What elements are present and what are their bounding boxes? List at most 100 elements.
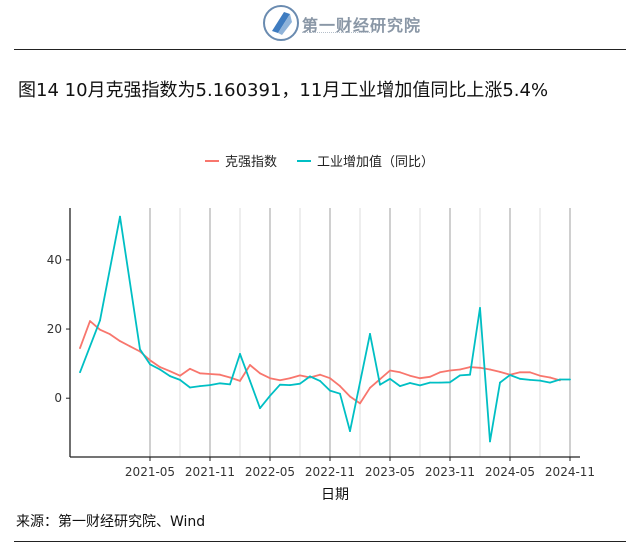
gridlines	[149, 208, 571, 457]
y-tick-label: 20	[47, 322, 62, 336]
series-2-point	[429, 381, 431, 384]
series-1-point	[159, 366, 161, 368]
series-2-point	[279, 383, 281, 386]
series-1-point	[539, 374, 541, 377]
legend-label-1: 克强指数	[225, 155, 277, 170]
series-2-point	[99, 319, 101, 322]
series-layer	[79, 215, 571, 443]
series-2-point	[419, 384, 421, 387]
series-2-point	[229, 383, 231, 386]
series-1-point	[489, 368, 491, 371]
series-2-point	[519, 377, 521, 380]
series-2-point	[329, 389, 331, 392]
y-tick-label: 40	[47, 253, 62, 267]
series-2-point	[119, 215, 121, 218]
series-1-point	[89, 320, 91, 322]
series-1-point	[329, 377, 331, 380]
series-1-point	[399, 371, 401, 374]
series-2-point	[299, 382, 301, 385]
series-1-point	[499, 371, 501, 373]
series-1-point	[99, 328, 101, 331]
y-tick-label: 0	[54, 391, 62, 405]
series-2-point	[159, 368, 161, 371]
series-1-point	[299, 374, 301, 377]
series-2-point	[379, 383, 381, 386]
series-2-point	[479, 307, 481, 309]
series-2-point	[309, 375, 311, 378]
logo-name: 第一财经研究院	[302, 16, 422, 35]
series-2-point	[199, 385, 201, 388]
series-2-point	[139, 348, 141, 351]
series-1-point	[119, 340, 121, 343]
legend-label-2: 工业增加值（同比）	[317, 154, 434, 170]
series-1-point	[349, 395, 351, 398]
series-2-point	[79, 371, 81, 374]
series-2-point	[179, 378, 181, 381]
top-divider	[14, 49, 626, 50]
axis-labels: 0 20 40 2021-05 2021-11 2022-05 2022-11 2023-05…	[47, 253, 595, 503]
series-1-point	[359, 402, 361, 405]
x-tick-label: 2024-11	[545, 465, 595, 479]
series-2-point	[489, 440, 491, 443]
series-2-point	[169, 375, 171, 377]
series-1-point	[529, 371, 531, 374]
series-1-point	[249, 364, 251, 366]
x-tick-label: 2023-11	[425, 465, 475, 479]
x-tick-label: 2022-05	[245, 465, 295, 479]
series-2-point	[509, 374, 511, 376]
series-1-point	[319, 373, 321, 376]
series-2-point	[369, 332, 371, 335]
series-2-point	[399, 385, 401, 388]
series-2-point	[289, 384, 291, 386]
series-2-point	[499, 381, 501, 384]
series-2-point	[539, 379, 541, 382]
series-2-point	[249, 380, 251, 382]
series-1-point	[199, 372, 201, 375]
x-tick-label: 2024-05	[485, 465, 535, 479]
series-2-point	[469, 373, 471, 376]
series-1-point	[129, 345, 131, 348]
series-2-point	[219, 382, 221, 385]
x-tick-label: 2021-05	[125, 465, 175, 479]
series-2-point	[189, 386, 191, 389]
series-1-point	[439, 371, 441, 374]
series-1-point	[209, 373, 211, 375]
series-1-point	[409, 374, 411, 377]
series-2-point	[149, 363, 151, 366]
series-2-point	[209, 384, 211, 386]
series-1-point	[289, 377, 291, 380]
series-1-point	[519, 371, 521, 374]
series-line-1	[79, 320, 561, 405]
series-2-point	[559, 378, 561, 381]
series-2-point	[459, 374, 461, 377]
series-1-point	[149, 359, 151, 362]
series-1-point	[229, 376, 231, 379]
x-axis-title: 日期	[321, 487, 349, 503]
logo-emblem-icon	[263, 5, 299, 41]
series-1-point	[259, 372, 261, 375]
series-2-point	[449, 381, 451, 384]
series-1-point	[549, 376, 551, 379]
series-2-point	[409, 382, 411, 384]
line-chart: 克强指数 工业增加值（同比） 0 20 40 2021-05 2021-11 2022-05…	[47, 154, 595, 503]
bottom-divider	[14, 541, 626, 542]
series-1-point	[79, 347, 81, 349]
series-1-point	[279, 379, 281, 382]
series-2-point	[319, 380, 321, 382]
series-1-point	[239, 380, 241, 382]
series-2-point	[239, 353, 241, 355]
series-2-point	[529, 378, 531, 381]
series-1-point	[109, 333, 111, 336]
series-1-point	[449, 369, 451, 372]
series-1-point	[479, 366, 481, 369]
series-2-point	[389, 377, 391, 380]
series-2-point	[259, 407, 261, 410]
x-tick-label: 2021-11	[185, 465, 235, 479]
series-1-point	[269, 377, 271, 380]
series-2-point	[339, 392, 341, 395]
series-1-point	[389, 369, 391, 372]
series-2-point	[269, 394, 271, 397]
axes	[66, 208, 580, 461]
series-1-point	[419, 377, 421, 380]
x-tick-label: 2023-05	[365, 465, 415, 479]
